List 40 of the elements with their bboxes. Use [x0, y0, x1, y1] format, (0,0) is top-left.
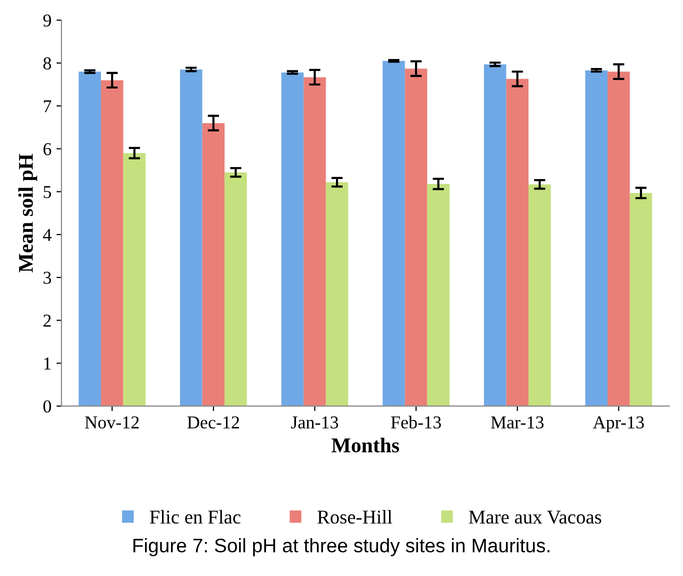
y-tick-label: 5	[44, 186, 52, 198]
legend-label: Flic en Flac	[150, 510, 240, 524]
x-tick-label: Dec-12	[187, 416, 240, 429]
y-tick-label: 6	[43, 143, 52, 156]
bar	[585, 70, 608, 406]
x-axis-title: Months	[332, 438, 400, 452]
y-tick-label: 8	[43, 57, 52, 70]
bar	[224, 172, 247, 406]
bar	[382, 60, 405, 406]
bar	[100, 80, 124, 406]
bar	[304, 77, 326, 406]
caption: Figure 7: Soil pH at three study sites in Mauritus.	[133, 538, 550, 556]
x-tick-label: Mar-13	[490, 416, 544, 429]
bar	[404, 68, 428, 406]
y-axis-title: Mean soil pH	[18, 154, 38, 272]
bar	[630, 192, 652, 406]
bar	[528, 184, 551, 406]
y-tick-label: 2	[44, 314, 51, 327]
x-tick-label: Apr-13	[592, 416, 644, 432]
bar	[78, 72, 101, 406]
legend-label: Mare aux Vacoas	[468, 510, 602, 524]
x-tick-label: Nov-12	[85, 416, 139, 429]
legend-label: Rose-Hill	[317, 510, 392, 524]
bar	[281, 72, 304, 406]
y-tick-label: 0	[43, 400, 52, 413]
bar	[326, 182, 348, 406]
x-tick-label: Jan-13	[291, 416, 338, 429]
bar	[123, 153, 146, 406]
bar	[427, 184, 450, 406]
bar	[608, 72, 630, 406]
y-tick-label: 3	[44, 272, 52, 284]
bar	[202, 123, 225, 406]
x-tick-label: Feb-13	[391, 416, 441, 429]
bar	[180, 69, 202, 406]
bar	[484, 64, 506, 406]
y-tick-label: 9	[43, 14, 52, 27]
y-tick-label: 4	[43, 228, 52, 241]
y-tick-label: 1	[44, 358, 51, 370]
bar	[506, 78, 529, 406]
y-tick-label: 7	[44, 100, 52, 112]
